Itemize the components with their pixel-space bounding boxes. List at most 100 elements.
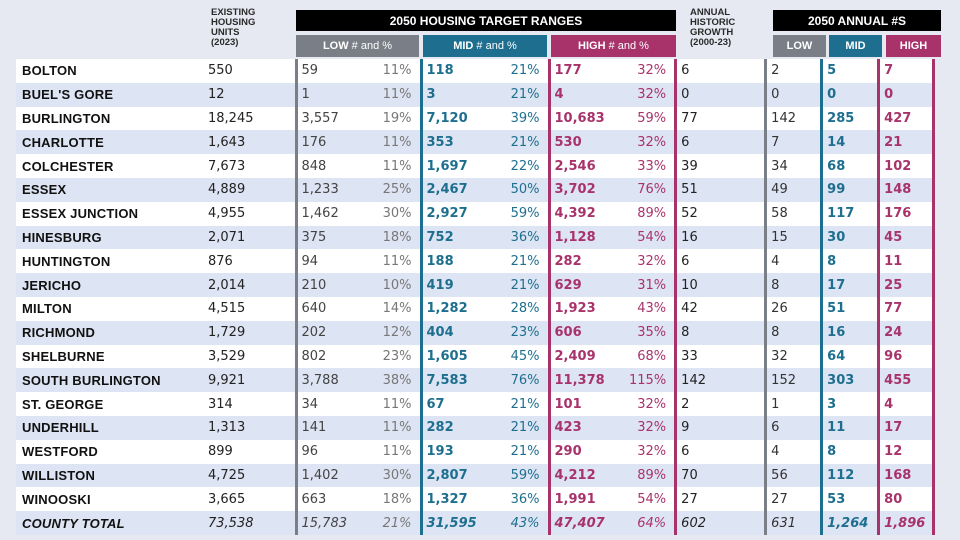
annual-high-cell: 4 bbox=[877, 392, 936, 416]
low-value-cell: 375 bbox=[294, 225, 358, 250]
historic-growth-cell: 6 bbox=[675, 130, 766, 155]
existing-units-cell: 4,725 bbox=[204, 463, 296, 488]
low-value-cell: 34 bbox=[294, 392, 358, 416]
mid-value-cell: 1,605 bbox=[419, 344, 485, 369]
annual-mid-cell: 8 bbox=[820, 439, 879, 464]
high-value-cell: 1,128 bbox=[547, 225, 625, 250]
historic-growth-cell: 39 bbox=[675, 154, 766, 178]
existing-units-cell: 3,529 bbox=[204, 344, 296, 369]
mid-pct-cell: 21% bbox=[485, 130, 549, 155]
low-value-cell: 1,402 bbox=[294, 463, 358, 488]
table-row: HUNTINGTON 876 94 11% 188 21% 282 32% 6 4 8 11 bbox=[16, 249, 936, 274]
header-annual-low-chip: LOW bbox=[773, 35, 826, 57]
historic-growth-cell: 16 bbox=[675, 225, 766, 250]
historic-growth-cell: 9 bbox=[675, 415, 766, 440]
high-value-cell: 290 bbox=[547, 439, 625, 464]
low-pct-cell: 25% bbox=[358, 177, 421, 202]
table-row: BURLINGTON 18,245 3,557 19% 7,120 39% 10,683 59… bbox=[16, 106, 936, 131]
header-low-label: LOW bbox=[322, 40, 349, 52]
historic-growth-cell: 0 bbox=[675, 82, 766, 107]
existing-units-cell: 1,729 bbox=[204, 320, 296, 345]
mid-value-cell: 118 bbox=[419, 59, 485, 83]
low-pct-cell: 23% bbox=[358, 344, 421, 369]
high-value-cell: 282 bbox=[547, 249, 625, 274]
town-cell: MILTON bbox=[16, 296, 204, 321]
high-value-cell: 629 bbox=[547, 273, 625, 297]
mid-value-cell: 353 bbox=[419, 130, 485, 155]
annual-low-cell: 631 bbox=[764, 511, 822, 535]
high-value-cell: 530 bbox=[547, 130, 625, 155]
historic-growth-cell: 602 bbox=[675, 511, 766, 535]
annual-mid-cell: 0 bbox=[820, 82, 879, 107]
annual-mid-cell: 8 bbox=[820, 249, 879, 274]
low-pct-cell: 11% bbox=[358, 59, 421, 83]
high-value-cell: 177 bbox=[547, 59, 625, 83]
annual-low-cell: 4 bbox=[764, 439, 822, 464]
mid-pct-cell: 23% bbox=[485, 320, 549, 345]
high-pct-cell: 68% bbox=[625, 344, 678, 369]
existing-units-cell: 4,955 bbox=[204, 201, 296, 226]
table-row: ESSEX 4,889 1,233 25% 2,467 50% 3,702 76% 51 49 99… bbox=[16, 177, 936, 202]
annual-low-cell: 34 bbox=[764, 154, 822, 178]
annual-mid-cell: 303 bbox=[820, 368, 879, 393]
low-value-cell: 202 bbox=[294, 320, 358, 345]
mid-value-cell: 419 bbox=[419, 273, 485, 297]
header-existing-line: (2023) bbox=[211, 37, 239, 48]
town-cell: ESSEX bbox=[16, 177, 204, 202]
header-existing-units: EXISTING HOUSING UNITS (2023) bbox=[211, 8, 283, 48]
mid-pct-cell: 21% bbox=[485, 439, 549, 464]
mid-value-cell: 188 bbox=[419, 249, 485, 274]
annual-high-cell: 77 bbox=[877, 296, 936, 321]
annual-mid-cell: 112 bbox=[820, 463, 879, 488]
existing-units-cell: 4,515 bbox=[204, 296, 296, 321]
annual-mid-cell: 16 bbox=[820, 320, 879, 345]
annual-high-cell: 455 bbox=[877, 368, 936, 393]
header-annual-high-chip: HIGH bbox=[886, 35, 941, 57]
table-row: ST. GEORGE 314 34 11% 67 21% 101 32% 2 1 3 4 bbox=[16, 392, 936, 416]
table-body: BOLTON 550 59 11% 118 21% 177 32% 6 2 5 7 BUEL'S GOR… bbox=[16, 59, 936, 535]
low-value-cell: 141 bbox=[294, 415, 358, 440]
mid-pct-cell: 45% bbox=[485, 344, 549, 369]
annual-low-cell: 2 bbox=[764, 59, 822, 83]
header-high-chip: HIGH # and % bbox=[551, 35, 676, 57]
annual-mid-cell: 17 bbox=[820, 273, 879, 297]
high-value-cell: 101 bbox=[547, 392, 625, 416]
high-pct-cell: 32% bbox=[625, 59, 678, 83]
header-high-label: HIGH bbox=[578, 40, 606, 52]
annual-low-cell: 26 bbox=[764, 296, 822, 321]
table-row: HINESBURG 2,071 375 18% 752 36% 1,128 54% 16 15 30… bbox=[16, 225, 936, 250]
annual-high-cell: 11 bbox=[877, 249, 936, 274]
low-value-cell: 640 bbox=[294, 296, 358, 321]
town-cell: JERICHO bbox=[16, 273, 204, 297]
header-high-sub: # and % bbox=[608, 40, 649, 52]
historic-growth-cell: 33 bbox=[675, 344, 766, 369]
annual-high-cell: 96 bbox=[877, 344, 936, 369]
mid-value-cell: 67 bbox=[419, 392, 485, 416]
low-value-cell: 176 bbox=[294, 130, 358, 155]
high-pct-cell: 32% bbox=[625, 392, 678, 416]
historic-growth-cell: 10 bbox=[675, 273, 766, 297]
low-pct-cell: 21% bbox=[358, 511, 421, 535]
town-cell: ESSEX JUNCTION bbox=[16, 201, 204, 226]
header-existing-line: UNITS bbox=[211, 27, 240, 38]
mid-value-cell: 752 bbox=[419, 225, 485, 250]
high-value-cell: 1,991 bbox=[547, 487, 625, 512]
mid-pct-cell: 21% bbox=[485, 82, 549, 107]
annual-mid-cell: 53 bbox=[820, 487, 879, 512]
table-row: RICHMOND 1,729 202 12% 404 23% 606 35% 8 8 16 24 bbox=[16, 320, 936, 345]
mid-value-cell: 2,467 bbox=[419, 177, 485, 202]
high-pct-cell: 31% bbox=[625, 273, 678, 297]
historic-growth-cell: 2 bbox=[675, 392, 766, 416]
mid-pct-cell: 21% bbox=[485, 249, 549, 274]
existing-units-cell: 899 bbox=[204, 439, 296, 464]
mid-pct-cell: 21% bbox=[485, 392, 549, 416]
mid-pct-cell: 21% bbox=[485, 59, 549, 83]
high-value-cell: 1,923 bbox=[547, 296, 625, 321]
low-value-cell: 1,233 bbox=[294, 177, 358, 202]
low-value-cell: 3,557 bbox=[294, 106, 358, 131]
town-cell: WILLISTON bbox=[16, 463, 204, 488]
existing-units-cell: 18,245 bbox=[204, 106, 296, 131]
high-value-cell: 2,409 bbox=[547, 344, 625, 369]
table-row: COLCHESTER 7,673 848 11% 1,697 22% 2,546 33% 39 3… bbox=[16, 154, 936, 178]
annual-low-cell: 6 bbox=[764, 415, 822, 440]
